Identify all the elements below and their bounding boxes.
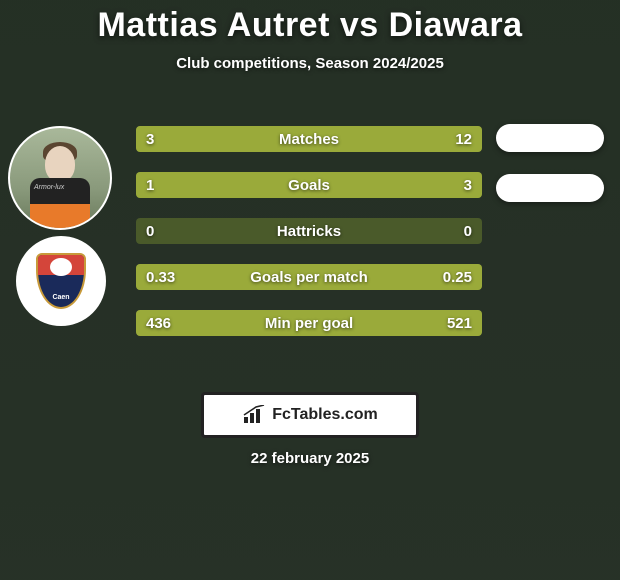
page-title: Mattias Autret vs Diawara (0, 0, 620, 45)
stat-row: 312Matches (136, 126, 482, 152)
stat-label: Matches (136, 131, 482, 148)
pills-column (496, 124, 604, 224)
crest-text: Caen (31, 294, 91, 301)
stat-row: 13Goals (136, 172, 482, 198)
brand-badge: FcTables.com (201, 392, 419, 438)
pill-badge (496, 174, 604, 202)
brand-text: FcTables.com (272, 406, 378, 424)
stat-label: Goals (136, 177, 482, 194)
player-left-avatar: Armor-lux (8, 126, 112, 230)
stat-label: Goals per match (136, 269, 482, 286)
player-right-crest: Caen (16, 236, 106, 326)
stats-list: 312Matches 13Goals 00Hattricks 0.330.25Goal… (136, 126, 482, 356)
stat-row: 436521Min per goal (136, 310, 482, 336)
pill-badge (496, 124, 604, 152)
stat-label: Hattricks (136, 223, 482, 240)
stat-label: Min per goal (136, 315, 482, 332)
subtitle: Club competitions, Season 2024/2025 (0, 55, 620, 72)
stat-row: 0.330.25Goals per match (136, 264, 482, 290)
avatars-column: Armor-lux Caen (8, 126, 112, 326)
chart-icon (242, 405, 268, 425)
stat-row: 00Hattricks (136, 218, 482, 244)
date-text: 22 february 2025 (0, 450, 620, 467)
